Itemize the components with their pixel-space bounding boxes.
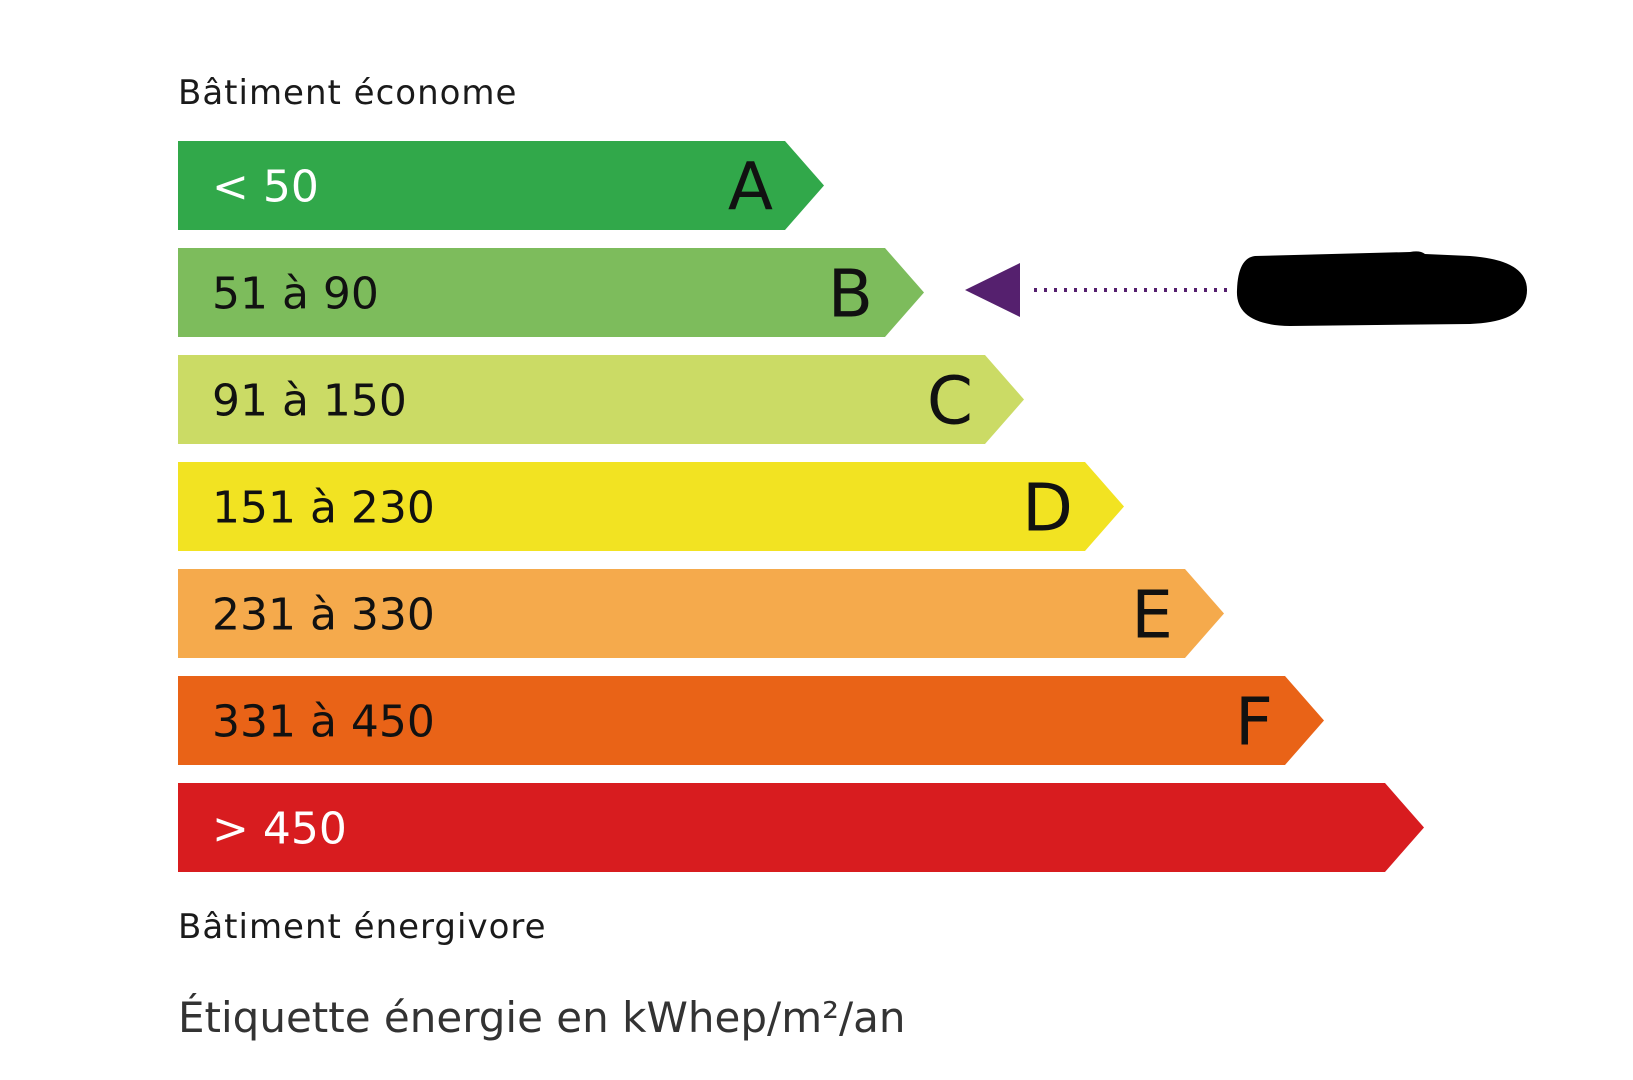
bar-shape bbox=[178, 676, 1324, 765]
footnote: Étiquette énergie en kWhep/m²/an bbox=[178, 992, 905, 1042]
bar-shape bbox=[178, 462, 1124, 551]
bar-range-label: 91 à 150 bbox=[212, 376, 407, 427]
bar-class-label: D bbox=[1022, 470, 1073, 547]
bar-class-label: B bbox=[828, 256, 873, 333]
redacted-value bbox=[1236, 251, 1527, 326]
bar-range-label: > 450 bbox=[212, 804, 347, 855]
bar-shape bbox=[178, 355, 1024, 444]
arrow-icon bbox=[965, 263, 1020, 317]
bar-class-label: A bbox=[728, 149, 773, 226]
bar-shape bbox=[178, 569, 1224, 658]
bar-range-label: 51 à 90 bbox=[212, 269, 379, 320]
bar-class-label: E bbox=[1131, 577, 1173, 654]
bar-f: 331 à 450 F bbox=[178, 676, 1324, 765]
bar-b: 51 à 90 B bbox=[178, 248, 924, 337]
bar-range-label: 331 à 450 bbox=[212, 697, 435, 748]
bar-e: 231 à 330 E bbox=[178, 569, 1224, 658]
rating-indicator bbox=[965, 251, 1527, 326]
bar-class-label: F bbox=[1235, 684, 1273, 761]
bar-range-label: 231 à 330 bbox=[212, 590, 435, 641]
bar-a: < 50 A bbox=[178, 141, 824, 230]
bar-shape bbox=[178, 783, 1424, 872]
bar-class-label: C bbox=[927, 363, 973, 440]
bar-shape bbox=[178, 141, 824, 230]
bar-g: > 450 bbox=[178, 783, 1424, 872]
bar-range-label: < 50 bbox=[212, 162, 319, 213]
bar-c: 91 à 150 C bbox=[178, 355, 1024, 444]
bar-d: 151 à 230 D bbox=[178, 462, 1124, 551]
bar-shape bbox=[178, 248, 924, 337]
header-top: Bâtiment économe bbox=[178, 73, 517, 113]
bar-range-label: 151 à 230 bbox=[212, 483, 435, 534]
header-bottom: Bâtiment énergivore bbox=[178, 907, 547, 947]
